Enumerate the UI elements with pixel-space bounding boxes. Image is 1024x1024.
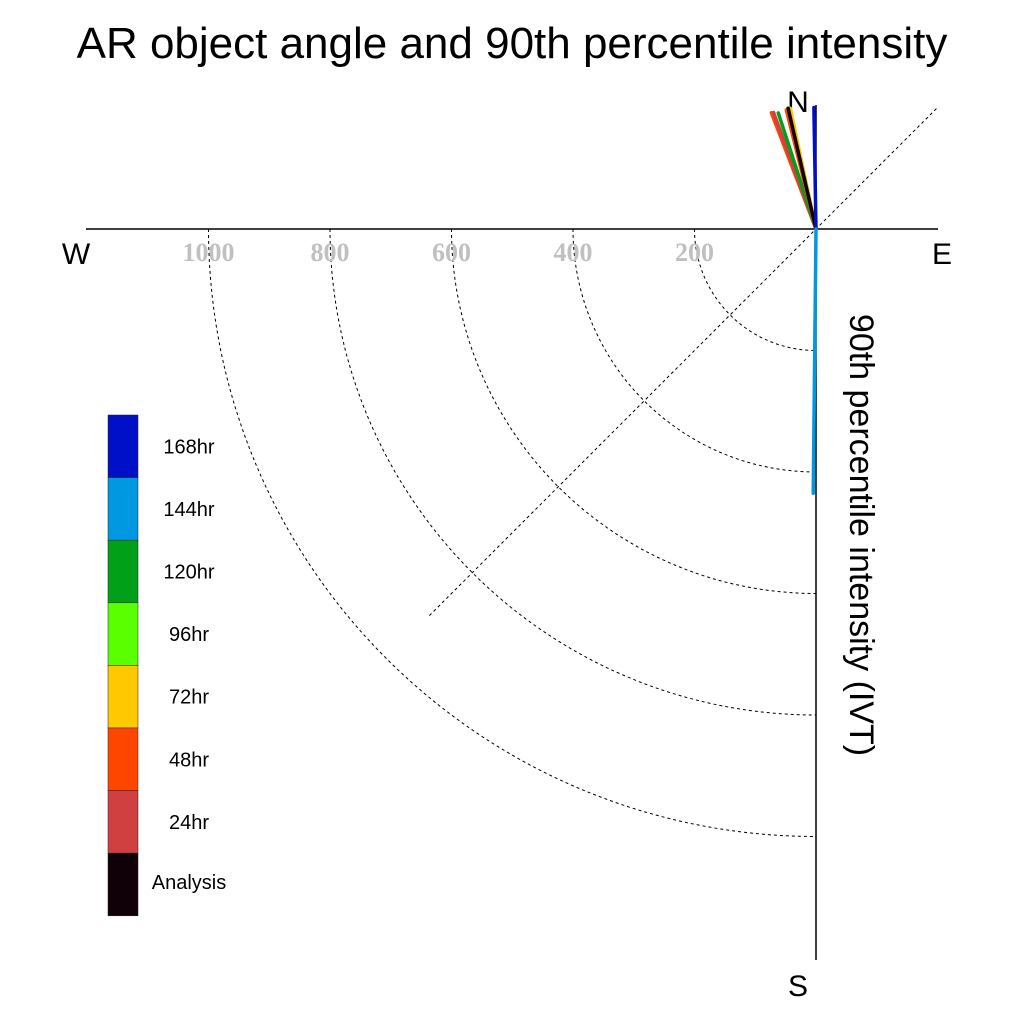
legend-swatch-4 xyxy=(107,665,139,729)
legend-swatch-2 xyxy=(107,539,139,604)
legend-label-2: 120hr xyxy=(163,562,214,584)
tick-label-200: 200 xyxy=(675,238,714,267)
compass-south-label: S xyxy=(788,970,808,1003)
tick-label-600: 600 xyxy=(432,238,471,267)
grid-arc-1000 xyxy=(208,228,817,837)
tick-label-1000: 1000 xyxy=(183,238,235,267)
legend-swatch-3 xyxy=(107,602,139,666)
grid-arc-200 xyxy=(694,228,817,351)
legend-swatch-5 xyxy=(107,727,139,791)
legend-label-4: 72hr xyxy=(169,687,209,709)
grid-arc-800 xyxy=(329,228,817,716)
legend-label-7: Analysis xyxy=(152,872,226,894)
compass-west-label: W xyxy=(62,238,91,271)
legend-label-5: 48hr xyxy=(169,749,209,771)
radial-tick-labels: 200 400 600 800 1000 xyxy=(183,238,715,267)
series-line-7 xyxy=(812,105,818,231)
legend-label-1: 144hr xyxy=(163,499,214,521)
legend-label-3: 96hr xyxy=(169,624,209,646)
legend-swatch-1 xyxy=(107,477,139,541)
legend-swatch-6 xyxy=(107,790,139,854)
grid-arc-600 xyxy=(451,228,817,594)
series-line-8 xyxy=(811,227,818,495)
tick-label-800: 800 xyxy=(311,238,350,267)
legend-label-6: 24hr xyxy=(169,812,209,834)
tick-label-400: 400 xyxy=(554,238,593,267)
legend-label-0: 168hr xyxy=(163,436,214,458)
compass-east-label: E xyxy=(932,238,952,271)
legend-swatch-0 xyxy=(107,414,139,478)
legend: 168hr 144hr 120hr 96hr 72hr 48hr 24hr Analysis xyxy=(107,414,226,917)
series-line-6 xyxy=(786,106,818,231)
polar-grid xyxy=(208,107,938,837)
chart-title: AR object angle and 90th percentile inte… xyxy=(77,19,948,68)
data-series xyxy=(769,105,818,495)
grid-arc-400 xyxy=(572,228,817,473)
y-axis-label: 90th percentile intensity (IVT) xyxy=(842,314,880,756)
legend-swatch-7 xyxy=(107,852,139,917)
